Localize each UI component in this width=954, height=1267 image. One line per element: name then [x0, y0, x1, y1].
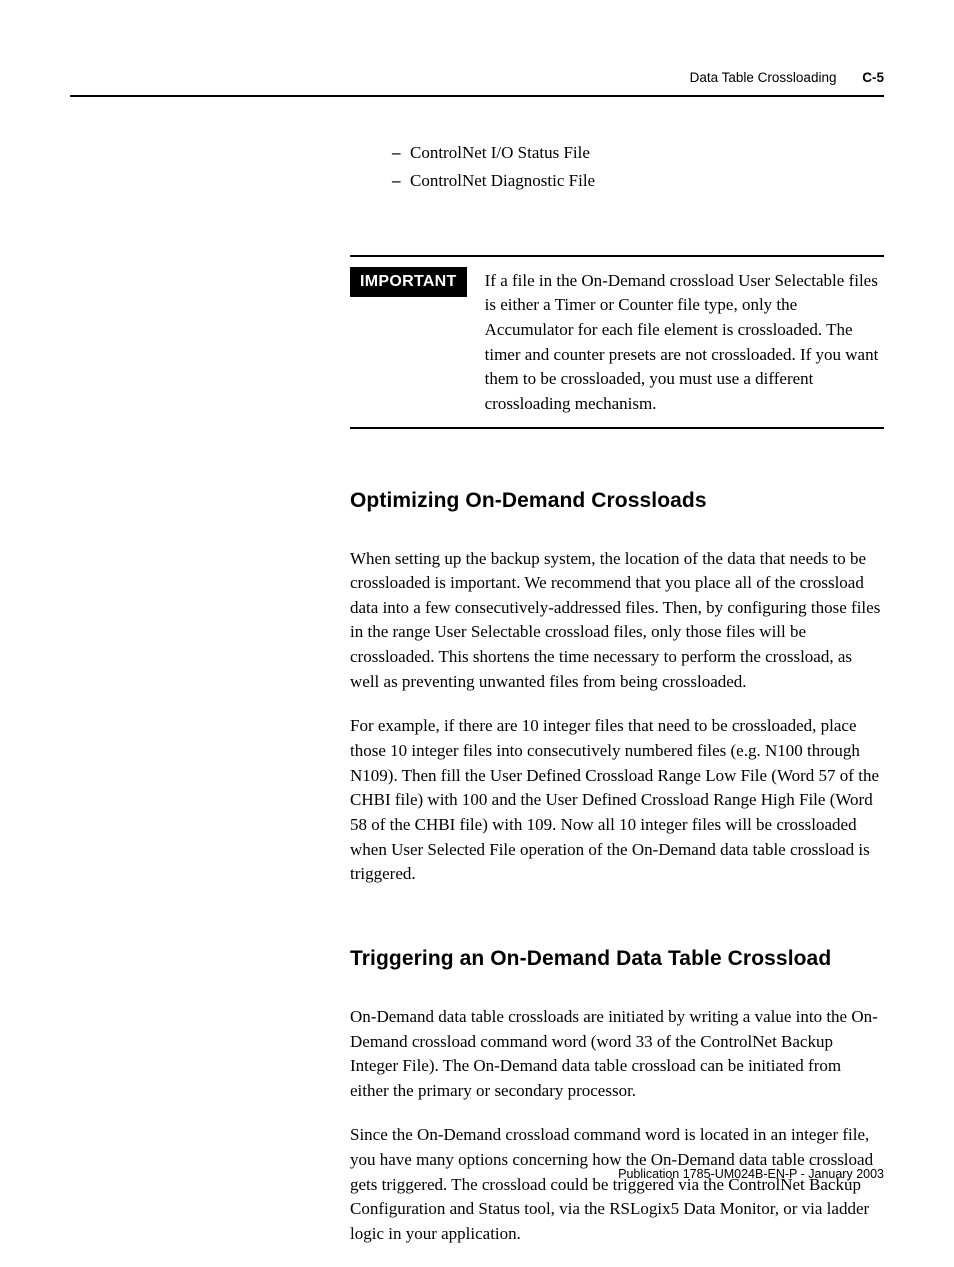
- section-heading-optimizing: Optimizing On-Demand Crossloads: [350, 489, 884, 513]
- important-tag: IMPORTANT: [350, 267, 467, 297]
- list-item: ControlNet I/O Status File: [392, 140, 884, 166]
- content-column: ControlNet I/O Status File ControlNet Di…: [350, 140, 884, 1267]
- list-item: ControlNet Diagnostic File: [392, 168, 884, 194]
- body-paragraph: Since the On-Demand crossload command wo…: [350, 1123, 884, 1246]
- page: Data Table Crossloading C-5 ControlNet I…: [0, 0, 954, 1235]
- body-paragraph: On-Demand data table crossloads are init…: [350, 1005, 884, 1104]
- footer-publication: Publication 1785-UM024B-EN-P - January 2…: [618, 1167, 884, 1181]
- running-header-page-number: C-5: [862, 70, 884, 85]
- important-callout: IMPORTANT If a file in the On-Demand cro…: [350, 255, 884, 429]
- header-rule: [70, 95, 884, 97]
- body-paragraph: For example, if there are 10 integer fil…: [350, 714, 884, 886]
- running-header: Data Table Crossloading C-5: [690, 70, 884, 85]
- section-heading-triggering: Triggering an On-Demand Data Table Cross…: [350, 947, 884, 971]
- bullet-list: ControlNet I/O Status File ControlNet Di…: [392, 140, 884, 195]
- body-paragraph: When setting up the backup system, the l…: [350, 547, 884, 695]
- running-header-title: Data Table Crossloading: [690, 70, 837, 85]
- important-text: If a file in the On-Demand crossload Use…: [485, 269, 884, 417]
